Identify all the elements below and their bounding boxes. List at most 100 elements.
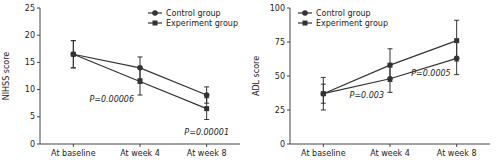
legend: Control groupExperiment group	[298, 9, 388, 28]
legend-marker	[152, 10, 158, 16]
marks	[71, 41, 210, 120]
y-tick-label: 15	[25, 58, 35, 67]
annotation: P=0.00001	[184, 128, 229, 137]
error-bar	[138, 68, 143, 95]
y-tick-label: 5	[30, 112, 35, 121]
legend-marker	[303, 21, 308, 26]
y-tick	[287, 144, 290, 145]
error-bar-cap	[321, 110, 326, 111]
y-tick-label: 20	[25, 31, 35, 40]
error-bar-cap	[71, 40, 76, 41]
y-tick	[37, 62, 40, 63]
y-axis-label: ADL score	[252, 56, 261, 96]
legend-label: Experiment group	[316, 19, 388, 28]
x-tick	[206, 144, 207, 147]
x-tick-label: At week 8	[187, 149, 227, 158]
x-tick	[456, 144, 457, 147]
panel: 0 25 50 75 100 At baseline At week 4 At week 8 A…	[252, 4, 490, 159]
x-tick	[390, 144, 391, 147]
y-tick-label: 50	[275, 72, 285, 81]
y-tick	[37, 144, 40, 145]
y-tick	[37, 89, 40, 90]
y-tick-label: 100	[270, 4, 285, 13]
x-tick	[323, 144, 324, 147]
marks	[321, 20, 460, 110]
panel: 0 5 10 15 20 25 At baseline At week 4 At week 8 N…	[2, 4, 240, 159]
y-tick-label: 0	[30, 140, 35, 149]
error-bar-cap	[321, 77, 326, 78]
error-bar-cap	[388, 81, 393, 82]
error-bar-cap	[388, 92, 393, 93]
data-point	[71, 52, 76, 57]
x-tick-label: At week 4	[370, 149, 410, 158]
error-bar-cap	[71, 67, 76, 68]
y-tick-label: 10	[25, 85, 35, 94]
series-line	[73, 54, 206, 108]
error-bar-cap	[138, 67, 143, 68]
error-bar-cap	[71, 67, 76, 68]
error-bar	[321, 77, 326, 110]
data-point	[71, 51, 77, 57]
legend-marker	[302, 10, 308, 16]
y-tick	[287, 110, 290, 111]
chart-canvas: 0 5 10 15 20 25 At baseline At week 4 At week 8 N…	[0, 0, 500, 164]
y-tick-label: 0	[280, 140, 285, 149]
x-tick-label: At week 8	[437, 149, 477, 158]
error-bar-cap	[454, 20, 459, 21]
y-tick-label: 25	[275, 106, 285, 115]
error-bar	[71, 41, 76, 68]
annotation: P=0.003	[350, 91, 384, 100]
data-point	[388, 63, 393, 68]
error-bar-cap	[71, 40, 76, 41]
error-bar	[321, 84, 326, 103]
y-axis-line	[40, 8, 41, 144]
error-bar-cap	[321, 103, 326, 104]
data-point	[321, 91, 326, 96]
legend-label: Control group	[316, 9, 371, 18]
y-tick	[287, 42, 290, 43]
error-bar	[71, 41, 76, 68]
data-point	[138, 79, 143, 84]
background	[0, 0, 500, 164]
series-line	[73, 54, 206, 95]
error-bar	[388, 49, 393, 82]
error-bar-cap	[454, 61, 459, 62]
error-bar-cap	[321, 84, 326, 85]
error-bar-cap	[204, 119, 209, 120]
y-tick	[287, 76, 290, 77]
error-bar-cap	[388, 48, 393, 49]
y-tick	[287, 8, 290, 9]
error-bar-cap	[138, 56, 143, 57]
x-tick-label: At baseline	[51, 149, 96, 158]
legend-item: Control group	[298, 9, 371, 18]
y-tick	[37, 35, 40, 36]
annotation: P=0.0005	[411, 69, 451, 78]
y-tick-label: 75	[275, 38, 285, 47]
error-bar	[454, 20, 459, 61]
x-tick	[140, 144, 141, 147]
error-bar-cap	[204, 97, 209, 98]
data-point	[204, 106, 209, 111]
x-tick-label: At baseline	[301, 149, 346, 158]
x-tick-label: At week 4	[120, 149, 160, 158]
legend-marker	[153, 21, 158, 26]
legend: Control groupExperiment group	[148, 9, 238, 28]
data-point	[321, 91, 327, 97]
legend-item: Control group	[148, 9, 221, 18]
legend-label: Control group	[166, 9, 221, 18]
series-line	[323, 41, 456, 94]
y-tick	[37, 116, 40, 117]
error-bar	[204, 98, 209, 120]
error-bar-cap	[454, 74, 459, 75]
error-bar-cap	[204, 86, 209, 87]
legend-label: Experiment group	[166, 19, 238, 28]
legend-item: Experiment group	[298, 19, 388, 28]
y-tick	[37, 8, 40, 9]
data-point	[204, 92, 210, 98]
y-tick-label: 25	[25, 4, 35, 13]
annotation: P=0.00006	[89, 95, 134, 104]
y-axis-label: NIHSS score	[2, 52, 11, 101]
legend-item: Experiment group	[148, 19, 238, 28]
error-bar-cap	[138, 95, 143, 96]
x-tick	[73, 144, 74, 147]
